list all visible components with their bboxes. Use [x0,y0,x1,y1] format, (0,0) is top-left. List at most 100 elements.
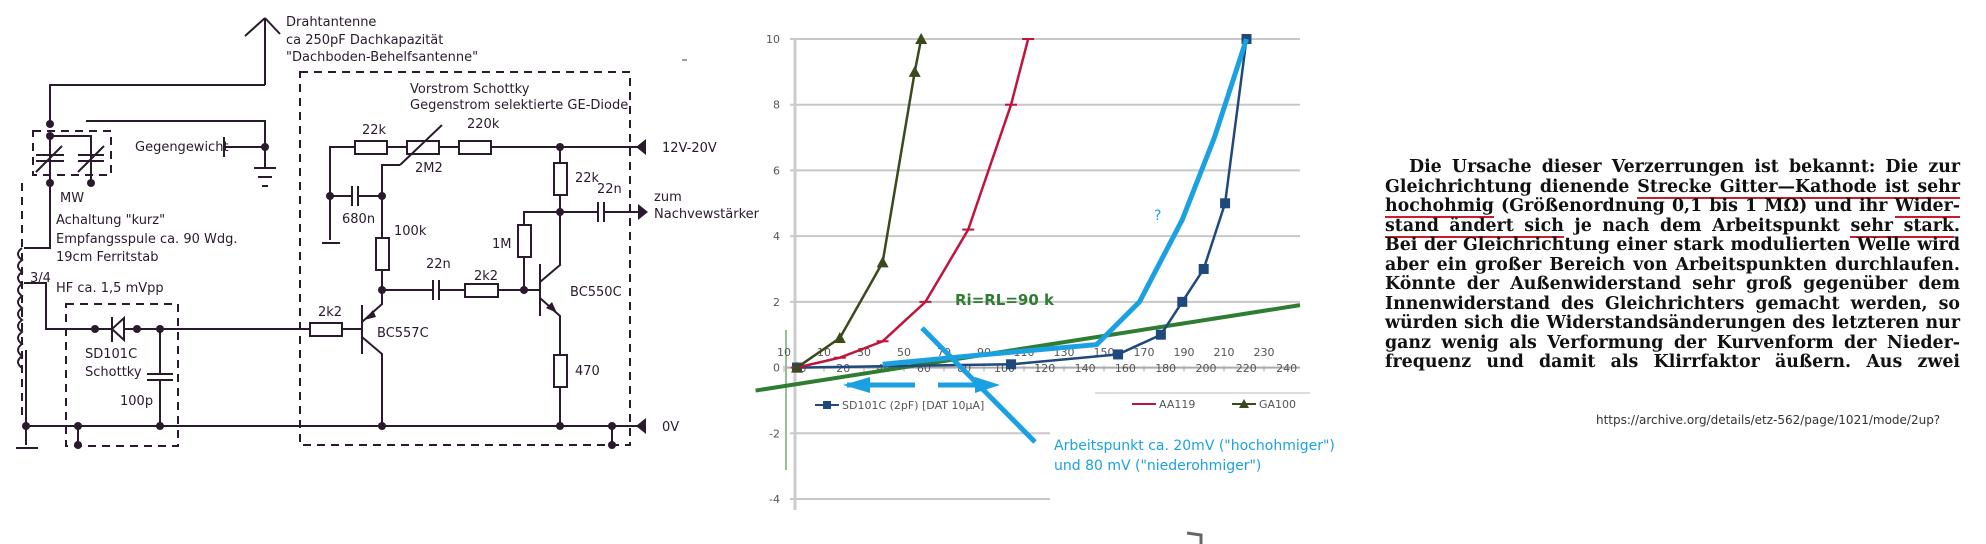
counterweight-label: Gegengewicht [135,140,229,155]
r-2k2-b-label: 2k2 [474,269,498,284]
text-segment: Bei der Gleichrichtung einer stark modul… [1385,235,1960,255]
text-segment: je nach dem Arbeitspunkt [1563,215,1851,236]
resistor-2k2-a [309,322,343,337]
load-line-label: Ri=RL=90 k [955,291,1055,309]
data-point [1155,329,1166,340]
text-segment: Könnte der Außenwiderstand sehr groß geg… [1385,274,1960,294]
data-point [791,361,803,373]
capacitor-22n-b-icon [597,202,605,222]
x-tick-label-secondary: 170 [1134,346,1155,359]
source-url[interactable]: https://archive.org/details/etz-562/page… [1596,413,1941,427]
text-line: Bei der Gleichrichtung einer stark modul… [1385,235,1960,256]
text-line: hochohmig (Größenordnung 0,1 bis 1 MΩ) u… [1385,196,1960,218]
series-line-ga100 [796,38,923,369]
x-tick-label: 240 [1276,362,1297,375]
terminal-output-icon [638,204,648,220]
coil-inductor-icon [17,247,24,369]
x-tick-label-secondary: 190 [1174,346,1195,359]
q1-label: BC557C [377,326,429,341]
data-point [915,33,928,44]
annotation-line-2: und 80 mV ("niederohmiger") [1054,458,1261,474]
text-segment: aber ein großer Bereich von Arbeitspunkt… [1385,254,1960,275]
y-tick-label: 10 [766,33,780,46]
text-line: stand ändert sich je nach dem Arbeitspun… [1385,215,1960,238]
question-mark-annotation: ? [1154,208,1161,224]
chart-legend: SD101C (2pF) [DAT 10µA] AA119 GA100 [815,392,1310,412]
x-tick-label: 220 [1236,362,1257,375]
text-segment: . [1953,215,1960,236]
x-tick-label-secondary: 210 [1214,346,1235,359]
pot-2m2-label: 2M2 [415,161,443,176]
x-tick-label: 120 [1034,362,1055,375]
out-label-1: zum [654,190,682,205]
resistor-22k-a [354,140,388,155]
ground-label: 0V [662,420,679,435]
text-segment: Innenwiderstand des Gleichrichters gemac… [1385,293,1960,314]
coil-note-1: Achaltung "kurz" [56,213,165,228]
text-line: Gleichrichtung dienende Strecke Gitter—K… [1385,176,1960,199]
data-point [1177,296,1188,307]
underlined-phrase: stand ändert sich [1385,215,1564,238]
x-tick-label-secondary: 50 [897,346,911,359]
text-segment: ganz wenig als Verformung der Kurvenform… [1385,332,1960,353]
data-point [833,332,846,343]
data-point [1006,359,1017,370]
series-line-sd101c [796,38,1248,369]
underlined-phrase: Strecke Gitter—Kathode ist sehr [1637,176,1960,199]
y-tick-label: -2 [769,427,780,440]
y-tick-label: -4 [769,493,780,506]
double-arrow-annotation [843,326,1037,444]
underlined-phrase: hochohmig [1385,196,1494,218]
hf-label: HF ca. 1,5 mVpp [56,281,164,296]
mw-label: MW [60,191,84,206]
bias-note-2: Gegenstrom selektierte GE-Diode [410,98,628,113]
r-100k-label: 100k [394,224,427,239]
capacitor-680n-icon [330,186,382,206]
legend-marker [1239,399,1249,408]
annotation-line-1: Arbeitspunkt ca. 20mV ("hochohmiger") [1054,438,1335,454]
r-22k-b-label: 22k [575,171,600,186]
text-segment: (Größenordnung 0,1 bis 1 MΩ) und ihr [1493,196,1895,216]
underlined-phrase: Wider- [1894,196,1960,218]
transistor-npn-icon [524,212,561,355]
text-line: Könnte der Außenwiderstand sehr groß geg… [1385,274,1960,295]
load-line [755,303,1301,393]
supply-label: 12V-20V [662,141,717,156]
antenna-icon [244,17,281,85]
r-220k-label: 220k [467,117,500,132]
legend-label: AA119 [1159,398,1195,411]
r-1m-label: 1M [492,237,512,252]
out-label-2: Nachvewstärker [654,207,760,222]
r-470-label: 470 [575,364,600,379]
coil-note-2: Empfangsspule ca. 90 Wdg. [56,232,238,247]
text-line: frequenz und damit als Klirrfaktor äußer… [1385,352,1960,373]
y-tick-label: 2 [773,296,780,309]
text-line: Die Ursache dieser Verzerrungen ist beka… [1385,157,1960,178]
data-point [1113,349,1124,360]
corner-mark [1186,531,1203,544]
bias-note-1: Vorstrom Schottky [410,82,530,97]
resistor-2k2-b [464,283,499,298]
diode-label-2: Schottky [85,365,142,380]
transistor-pnp-icon [361,290,383,426]
cap-22n-a-label: 22n [426,257,451,272]
cap-680n-label: 680n [342,212,375,227]
series-line-hand-drawn [882,38,1249,367]
text-segment: würden sich die Widerstandsänderungen de… [1385,313,1960,333]
data-point [1220,198,1231,209]
scanned-book-excerpt: Die Ursache dieser Verzerrungen ist beka… [1385,157,1960,373]
potentiometer-icon [399,124,443,166]
y-tick-label: 0 [773,362,780,375]
r-2k2-a-label: 2k2 [318,305,342,320]
legend-marker [823,401,831,409]
r-22k-a-label: 22k [362,123,387,138]
underlined-phrase: sehr stark [1850,215,1954,238]
terminal-ground-icon [636,418,646,434]
variable-capacitor-icon [35,136,105,182]
text-line: Innenwiderstand des Gleichrichters gemac… [1385,293,1960,315]
y-tick-label: 8 [773,99,780,112]
terminal-supply-icon [636,139,646,155]
resistor-100k [375,237,390,271]
